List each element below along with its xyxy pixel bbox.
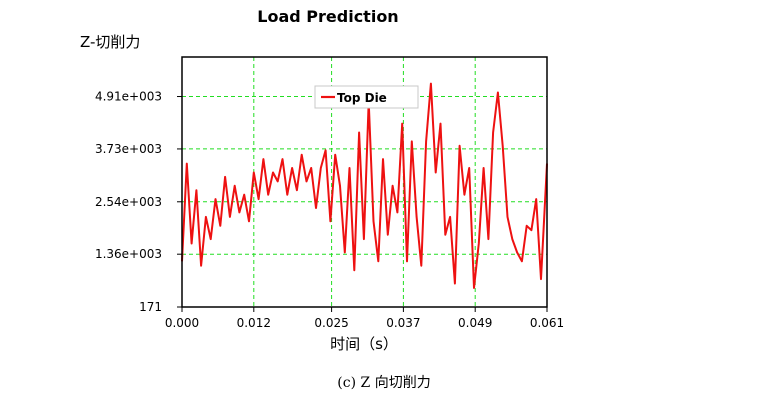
legend: Top Die [314, 85, 419, 109]
y-tick-label: 3.73e+003 [95, 142, 162, 156]
y-tick-label: 4.91e+003 [95, 90, 162, 104]
x-tick-label: 0.000 [165, 316, 199, 330]
x-tick-label: 0.012 [237, 316, 271, 330]
x-tick-label: 0.049 [458, 316, 492, 330]
chart-title: Load Prediction [257, 7, 398, 26]
x-tick-label: 0.025 [314, 316, 348, 330]
series-line-top-die [181, 82, 548, 289]
y-tick-label: 1.36e+003 [95, 247, 162, 261]
y-tick-label: 2.54e+003 [95, 195, 162, 209]
x-tick-label: 0.037 [386, 316, 420, 330]
plot-frame [181, 56, 548, 308]
y-ticks: 171 1.36e+003 2.54e+003 3.73e+003 4.91e+003 [95, 90, 182, 314]
legend-box [314, 85, 419, 109]
legend-label-top-die: Top Die [337, 91, 387, 105]
plot-line-layer [181, 82, 548, 289]
y-axis-label: Z-切削力 [80, 33, 140, 51]
figure-caption: (c) Z 向切削力 [337, 375, 431, 391]
y-tick-label: 171 [139, 300, 162, 314]
x-tick-label: 0.061 [530, 316, 564, 330]
x-axis-label: 时间（s） [330, 335, 398, 353]
x-ticks: 0.000 0.012 0.025 0.037 0.049 0.061 [165, 307, 564, 330]
